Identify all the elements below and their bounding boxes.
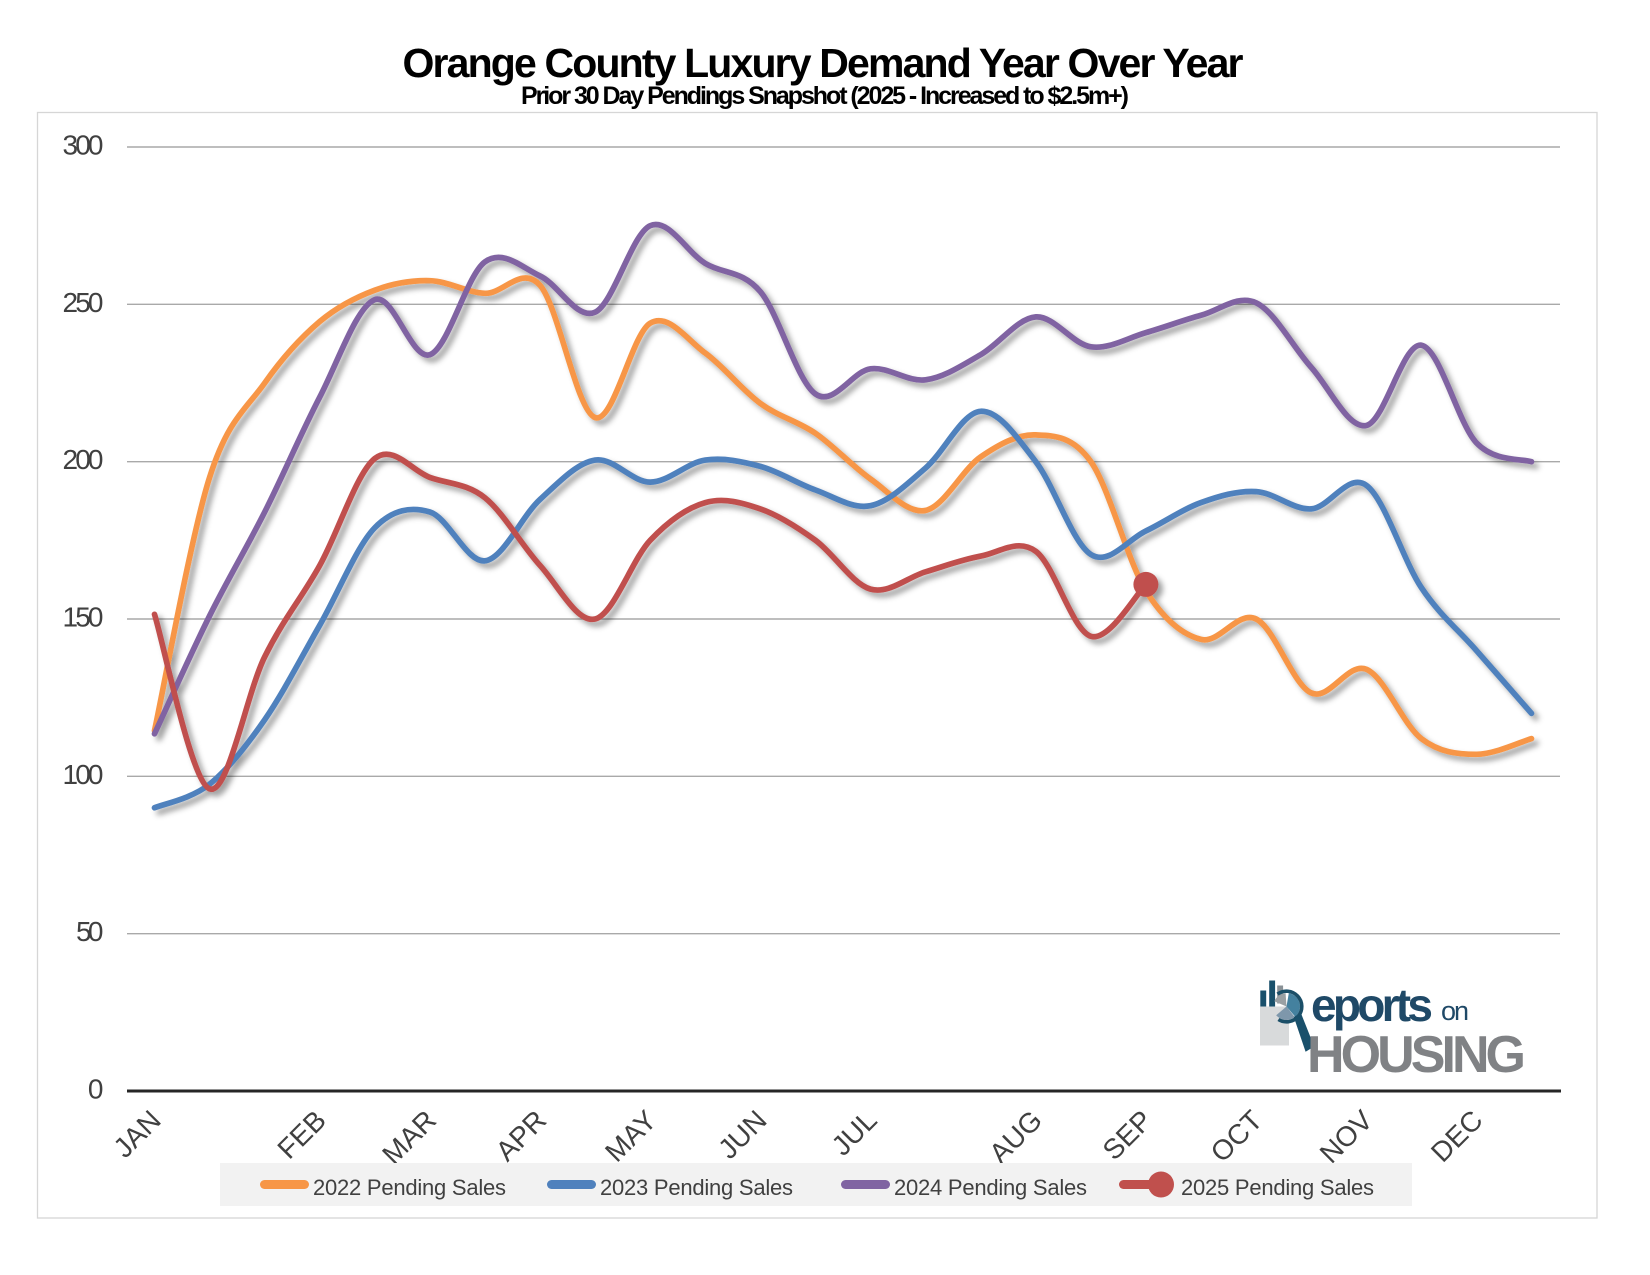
svg-text:150: 150	[63, 602, 104, 633]
svg-text:on: on	[1441, 996, 1469, 1026]
svg-text:2025 Pending Sales: 2025 Pending Sales	[1181, 1175, 1374, 1200]
svg-text:eports: eports	[1311, 979, 1433, 1031]
svg-text:2023 Pending Sales: 2023 Pending Sales	[600, 1175, 793, 1200]
svg-text:Orange County Luxury Demand Ye: Orange County Luxury Demand Year Over Ye…	[403, 40, 1244, 86]
svg-text:Prior 30 Day Pendings Snapshot: Prior 30 Day Pendings Snapshot (2025 - I…	[521, 82, 1129, 110]
svg-text:2024 Pending Sales: 2024 Pending Sales	[894, 1175, 1087, 1200]
svg-text:250: 250	[63, 287, 104, 318]
svg-text:100: 100	[63, 759, 104, 790]
svg-text:50: 50	[76, 916, 104, 947]
svg-text:HOUSING: HOUSING	[1307, 1026, 1526, 1084]
svg-text:200: 200	[63, 444, 104, 475]
svg-text:2022 Pending Sales: 2022 Pending Sales	[313, 1175, 506, 1200]
svg-text:0: 0	[88, 1074, 104, 1105]
svg-text:300: 300	[63, 130, 104, 161]
